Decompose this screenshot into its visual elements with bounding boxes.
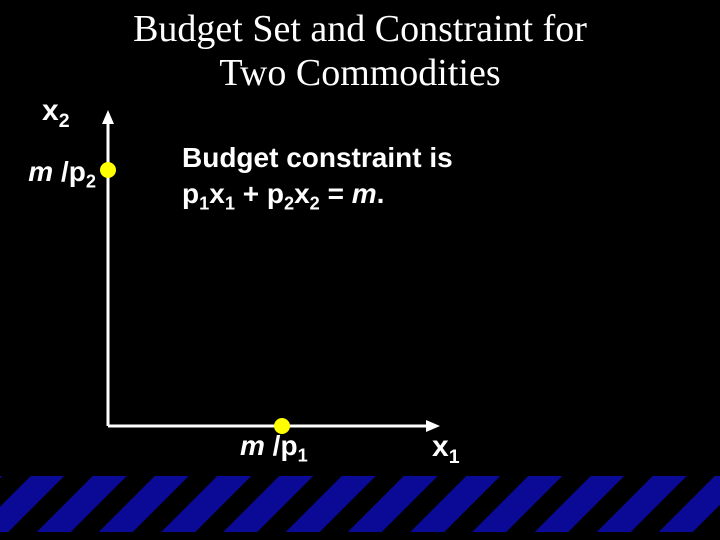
- x-axis-sub: 1: [449, 446, 460, 468]
- y-intercept-point: [100, 162, 116, 178]
- x-int-sep: /p: [265, 430, 298, 461]
- footer-hatch-band: [0, 476, 720, 532]
- x-int-m: m: [240, 430, 265, 461]
- x-axis-label: x1: [432, 430, 460, 469]
- x-axis-var: x: [432, 430, 449, 463]
- axes-svg: [0, 0, 720, 540]
- x-int-sub: 1: [298, 446, 308, 466]
- y-axis-arrow-icon: [102, 110, 114, 124]
- x-intercept-label: m /p1: [240, 430, 308, 467]
